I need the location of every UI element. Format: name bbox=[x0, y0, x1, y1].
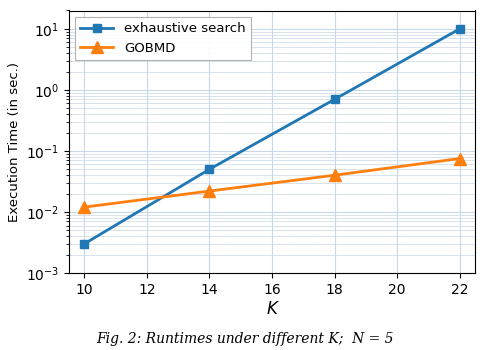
GOBMD bbox=[457, 156, 463, 161]
exhaustive search bbox=[332, 97, 338, 102]
Line: GOBMD: GOBMD bbox=[79, 153, 465, 213]
exhaustive search bbox=[457, 27, 463, 31]
GOBMD bbox=[206, 189, 212, 193]
Text: Fig. 2: Runtimes under different K;  N = 5: Fig. 2: Runtimes under different K; N = … bbox=[96, 332, 394, 346]
exhaustive search bbox=[81, 242, 87, 246]
Y-axis label: Execution Time (in sec.): Execution Time (in sec.) bbox=[8, 62, 22, 222]
GOBMD bbox=[81, 205, 87, 209]
X-axis label: K: K bbox=[267, 300, 277, 317]
GOBMD bbox=[332, 173, 338, 177]
Legend: exhaustive search, GOBMD: exhaustive search, GOBMD bbox=[75, 17, 251, 60]
exhaustive search bbox=[206, 167, 212, 172]
Line: exhaustive search: exhaustive search bbox=[80, 25, 464, 248]
